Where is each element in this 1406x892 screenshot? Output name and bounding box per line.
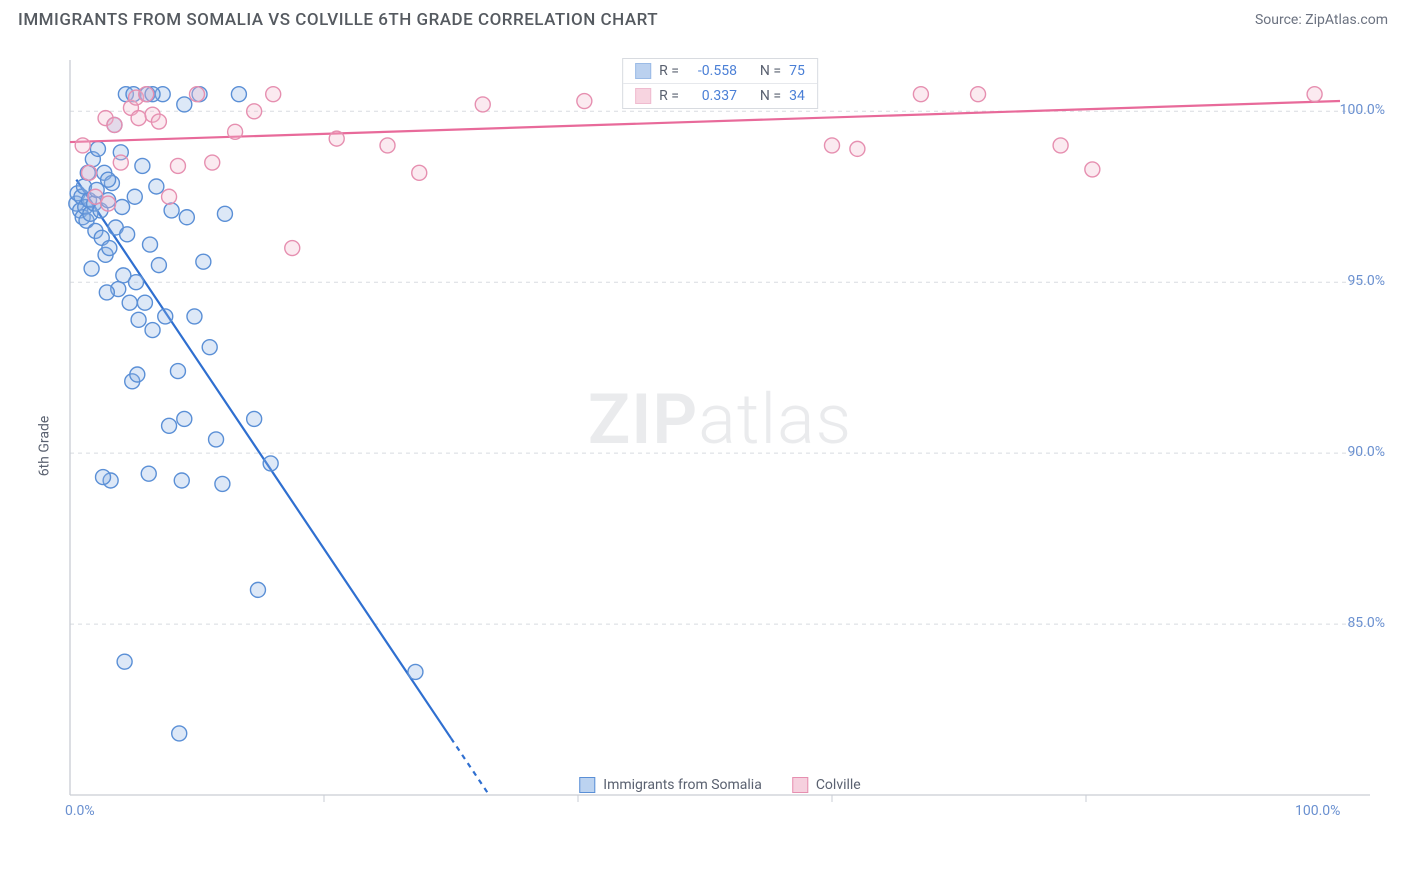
y-axis-label: 6th Grade (36, 416, 52, 477)
y-tick-label: 85.0% (1347, 615, 1385, 631)
legend-stat-row: R = 0.337 N = 34 (623, 83, 817, 108)
y-tick-label: 95.0% (1347, 273, 1385, 289)
legend-item: Colville (792, 777, 861, 793)
swatch-icon (635, 63, 651, 79)
series-legend: Immigrants from Somalia Colville (579, 777, 860, 793)
y-tick-label: 90.0% (1347, 444, 1385, 460)
swatch-icon (635, 88, 651, 104)
source-link[interactable]: ZipAtlas.com (1305, 12, 1388, 28)
chart-area: ZIPatlas R = -0.558 N = 75R = 0.337 N = … (55, 55, 1385, 815)
correlation-legend: R = -0.558 N = 75R = 0.337 N = 34 (622, 58, 818, 109)
swatch-icon (792, 777, 808, 793)
legend-stat-row: R = -0.558 N = 75 (623, 59, 817, 83)
swatch-icon (579, 777, 595, 793)
source-label: Source: ZipAtlas.com (1255, 12, 1388, 28)
x-tick-label: 0.0% (65, 803, 95, 819)
x-tick-label: 100.0% (1295, 803, 1340, 819)
chart-title: IMMIGRANTS FROM SOMALIA VS COLVILLE 6TH … (18, 10, 658, 30)
legend-item: Immigrants from Somalia (579, 777, 762, 793)
y-tick-label: 100.0% (1340, 102, 1385, 118)
scatter-chart (55, 55, 1385, 815)
